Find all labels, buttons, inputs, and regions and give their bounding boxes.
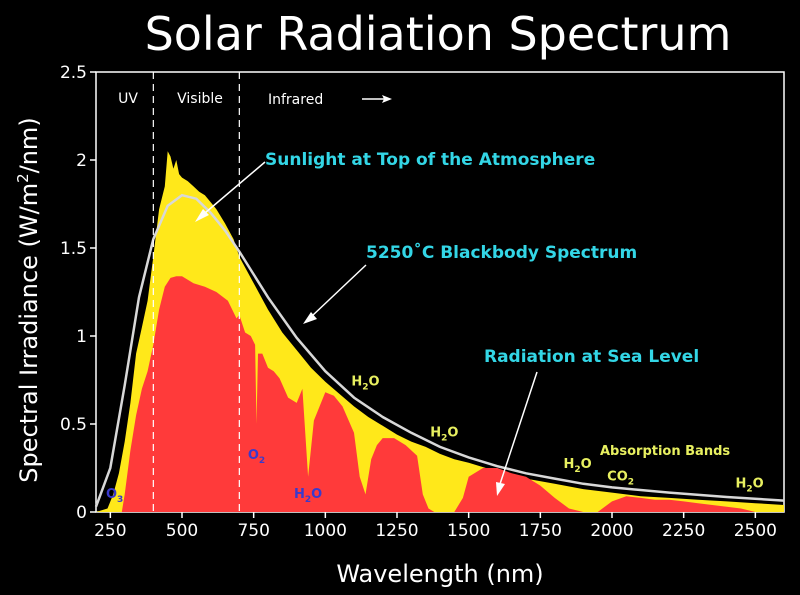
x-tick-label: 2250: [662, 521, 705, 541]
annotation-blackbody: 5250˚C Blackbody Spectrum: [366, 241, 637, 263]
x-tick-label: 1500: [447, 521, 490, 541]
plot-area: 250 500 750 1000 1250 1500 1750 2000 2250 2500 0 0.…: [60, 63, 785, 541]
toa-pointer-arrow: [195, 161, 266, 222]
x-tick-label: 2500: [734, 521, 777, 541]
molecule-label: O3: [106, 487, 123, 505]
x-tick-label: 250: [94, 521, 126, 541]
x-tick-label: 1250: [375, 521, 418, 541]
axis-ticks: 250 500 750 1000 1250 1500 1750 2000 2250 2500 0 0.…: [60, 63, 777, 541]
blackbody-curve: [94, 193, 785, 508]
y-tick-label: 2: [76, 151, 87, 171]
blackbody-pointer-arrow: [303, 264, 367, 324]
y-tick-label: 1: [76, 327, 87, 347]
molecule-label: H2O: [735, 476, 763, 494]
x-tick-label: 500: [166, 521, 198, 541]
region-label-uv: UV: [118, 91, 138, 107]
y-axis-label: Spectral Irradiance (W/m2/nm): [14, 117, 43, 482]
infrared-arrow-icon: [362, 95, 392, 103]
molecule-label: H2O: [294, 487, 322, 505]
molecule-label: H2O: [351, 374, 379, 392]
y-tick-label: 1.5: [60, 239, 87, 259]
y-tick-label: 0.5: [60, 415, 87, 435]
annotation-toa: Sunlight at Top of the Atmosphere: [265, 150, 595, 170]
annotation-absorption-bands: Absorption Bands: [600, 444, 730, 459]
x-tick-label: 1000: [304, 521, 347, 541]
region-label-infrared: Infrared: [268, 92, 323, 108]
molecule-label: O2: [248, 448, 265, 466]
y-tick-label: 0: [76, 503, 87, 523]
molecule-labels: O3 O2 H2O H2O H2O H2O CO2 H2O: [106, 374, 764, 505]
x-tick-label: 2000: [590, 521, 633, 541]
x-tick-label: 1750: [519, 521, 562, 541]
sea-level-area: [121, 276, 785, 512]
molecule-label: H2O: [563, 457, 591, 475]
y-tick-label: 2.5: [60, 63, 87, 83]
x-tick-label: 750: [237, 521, 269, 541]
region-label-visible: Visible: [177, 91, 223, 107]
annotation-sea-level: Radiation at Sea Level: [484, 347, 699, 367]
chart-title: Solar Radiation Spectrum: [145, 7, 732, 61]
x-axis-label: Wavelength (nm): [336, 560, 543, 588]
sea-level-pointer-arrow: [496, 371, 538, 496]
molecule-label: CO2: [607, 469, 634, 487]
molecule-label: H2O: [430, 425, 458, 443]
